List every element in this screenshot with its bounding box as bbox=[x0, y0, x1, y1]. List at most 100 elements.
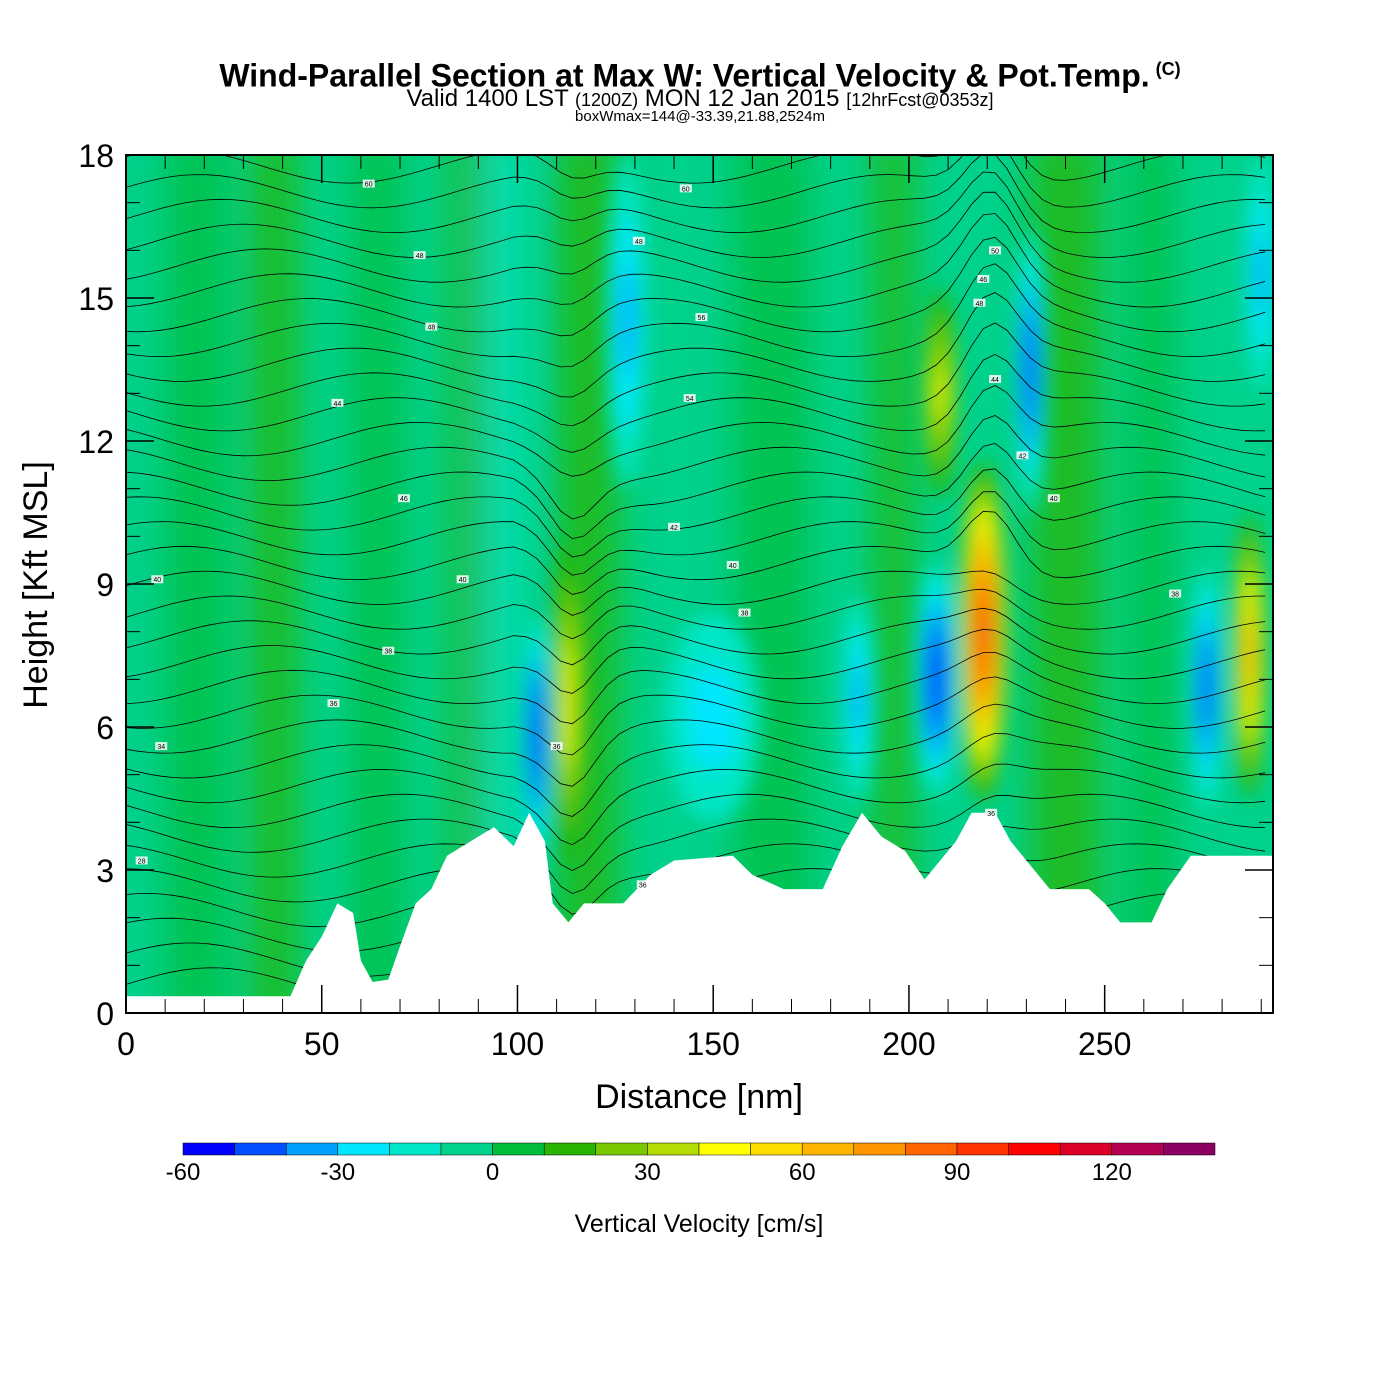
x-tick-label: 0 bbox=[117, 1026, 135, 1062]
contour-label: 50 bbox=[989, 246, 1002, 255]
contour-label: 44 bbox=[331, 398, 344, 408]
velocity-cell bbox=[1233, 512, 1266, 799]
contour-label: 28 bbox=[135, 856, 148, 865]
theta-contours bbox=[126, 155, 1266, 1012]
y-tick-label: 12 bbox=[78, 424, 114, 460]
x-tick-label: 100 bbox=[491, 1026, 544, 1062]
theta-contour bbox=[126, 628, 1266, 694]
theta-contour bbox=[126, 353, 1266, 453]
theta-contour bbox=[126, 385, 1266, 477]
contour-label: 44 bbox=[989, 375, 1002, 384]
theta-contour bbox=[126, 322, 1266, 427]
contour-label-bg bbox=[985, 808, 998, 817]
contour-label-bg bbox=[683, 394, 696, 403]
colorbar-title: Vertical Velocity [cm/s] bbox=[575, 1210, 824, 1238]
velocity-cell bbox=[916, 560, 956, 799]
contour-label-text: 36 bbox=[639, 882, 647, 889]
contour-label: 46 bbox=[397, 494, 410, 503]
contour-label-text: 50 bbox=[991, 248, 999, 255]
contour-label-bg bbox=[382, 646, 395, 655]
velocity-cell-level bbox=[1247, 635, 1252, 676]
contour-label-text: 48 bbox=[416, 253, 424, 260]
title-text: Wind-Parallel Section at Max W: Vertical… bbox=[219, 57, 1150, 94]
contour-label-bg bbox=[668, 522, 681, 531]
contour-label-text: 60 bbox=[682, 186, 690, 193]
velocity-cell-level bbox=[981, 616, 986, 648]
contour-label-bg bbox=[331, 398, 344, 407]
contour-label-text: 46 bbox=[400, 496, 408, 503]
colorbar-label: -60 bbox=[166, 1159, 201, 1186]
contour-label: 46 bbox=[977, 274, 990, 284]
contour-label-bg bbox=[327, 699, 340, 708]
x-tick-label: 50 bbox=[304, 1026, 340, 1062]
colorbar-label: 90 bbox=[944, 1159, 971, 1186]
box-wmax-info: boxWmax=144@-33.39,21.88,2524m bbox=[575, 108, 825, 125]
velocity-cell-level bbox=[852, 663, 864, 734]
terrain-mask bbox=[126, 812, 1273, 1013]
contour-label-text: 34 bbox=[157, 744, 165, 751]
contour-label-text: 42 bbox=[670, 525, 678, 532]
contour-label-text: 38 bbox=[384, 649, 392, 656]
colorbar-swatch bbox=[389, 1142, 442, 1156]
velocity-cell-level bbox=[933, 659, 940, 700]
velocity-cell bbox=[607, 155, 647, 489]
colorbar-label: 120 bbox=[1092, 1159, 1132, 1186]
colorbar-swatch bbox=[647, 1142, 700, 1156]
contour-label-bg bbox=[636, 880, 649, 889]
contour-label-text: 38 bbox=[1171, 592, 1179, 599]
y-tick-label: 18 bbox=[78, 138, 114, 174]
contour-label-bg bbox=[362, 179, 375, 188]
contour-label-bg bbox=[155, 742, 168, 751]
colorbar-swatch bbox=[1059, 1142, 1113, 1156]
theta-contour bbox=[126, 442, 1266, 540]
contour-label: 60 bbox=[362, 179, 375, 189]
contour-label: 48 bbox=[413, 251, 426, 260]
colorbar-swatch bbox=[595, 1142, 648, 1156]
velocity-cell bbox=[1014, 226, 1046, 513]
velocity-cell-level bbox=[1203, 664, 1210, 714]
y-tick-label: 6 bbox=[96, 710, 114, 746]
contour-label-bg bbox=[679, 184, 692, 193]
contour-label-text: 48 bbox=[427, 325, 435, 332]
theta-contour bbox=[126, 818, 1266, 895]
contour-label: 36 bbox=[550, 742, 563, 751]
contour-label-text: 44 bbox=[991, 377, 999, 384]
contour-label-text: 48 bbox=[976, 301, 984, 308]
theta-contour bbox=[126, 703, 1266, 787]
colorbar-swatch bbox=[1008, 1142, 1061, 1156]
velocity-cells bbox=[523, 155, 1273, 861]
valid-date: MON 12 Jan 2015 bbox=[644, 85, 840, 112]
velocity-cell-level bbox=[936, 367, 945, 420]
colorbar: -60 -30 0 30 60 90 120 bbox=[166, 1142, 1216, 1186]
contour-label: 48 bbox=[425, 322, 438, 332]
contour-label-bg bbox=[397, 494, 410, 503]
theta-contour bbox=[126, 676, 1266, 756]
colorbar-swatch bbox=[698, 1142, 751, 1156]
theta-contour bbox=[126, 213, 1266, 308]
contour-label-text: 48 bbox=[635, 239, 643, 246]
velocity-cell-level bbox=[1027, 340, 1034, 399]
contour-label-bg bbox=[456, 575, 469, 584]
contour-label: 40 bbox=[456, 575, 469, 584]
colorbar-swatch bbox=[285, 1142, 339, 1156]
y-tick-label: 3 bbox=[96, 853, 114, 889]
contour-label-text: 28 bbox=[138, 858, 146, 865]
velocity-cell bbox=[554, 545, 583, 861]
theta-contour bbox=[126, 491, 1266, 576]
colorbar-swatch bbox=[182, 1142, 235, 1156]
contour-label: 38 bbox=[382, 646, 395, 656]
colorbar-swatch bbox=[750, 1142, 803, 1156]
contour-label-bg bbox=[726, 560, 739, 569]
colorbar-swatch bbox=[1111, 1142, 1164, 1156]
theta-contour bbox=[126, 171, 1266, 258]
contour-label: 42 bbox=[1016, 451, 1029, 460]
contour-label: 40 bbox=[1047, 494, 1060, 503]
colorbar-swatch bbox=[905, 1142, 958, 1156]
x-tick-label: 250 bbox=[1078, 1026, 1131, 1062]
terrain-shape bbox=[126, 812, 1273, 1013]
theta-contour bbox=[126, 588, 1266, 640]
colorbar-label: 30 bbox=[634, 1159, 661, 1186]
contour-label: 48 bbox=[632, 236, 645, 246]
contour-label-bg bbox=[989, 375, 1002, 384]
